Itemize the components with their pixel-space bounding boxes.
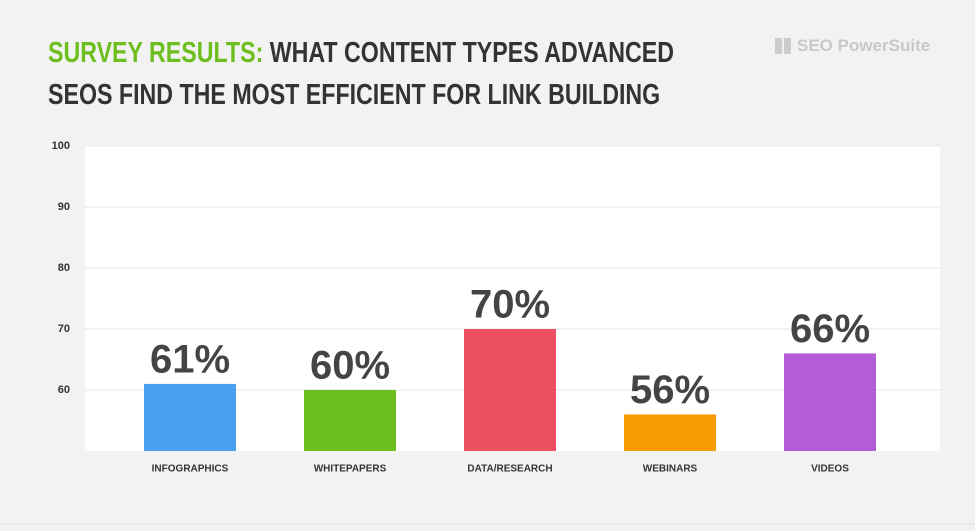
title-text: WHAT CONTENT TYPES ADVANCED SEOS FIND TH…: [48, 37, 675, 111]
x-tick-label: DATA/RESEARCH: [467, 464, 552, 475]
value-label: 56%: [630, 368, 710, 412]
value-label: 66%: [790, 307, 870, 351]
logo: SEO PowerSuite: [775, 36, 930, 56]
y-tick-label: 70: [58, 323, 70, 335]
chart-title: SURVEY RESULTS: WHAT CONTENT TYPES ADVAN…: [48, 32, 712, 116]
logo-text: SEO PowerSuite: [797, 36, 931, 55]
bar: [304, 390, 396, 451]
bar: [784, 353, 876, 451]
value-label: 70%: [470, 283, 550, 327]
value-label: 60%: [310, 344, 390, 388]
bar: [624, 414, 716, 451]
y-tick-label: 60: [58, 384, 70, 396]
logo-icon: [775, 38, 791, 54]
x-tick-label: WEBINARS: [643, 464, 698, 475]
x-tick-label: WHITEPAPERS: [314, 464, 387, 475]
x-tick-label: VIDEOS: [811, 464, 849, 475]
title-highlight: SURVEY RESULTS:: [48, 37, 264, 69]
value-label: 61%: [150, 337, 230, 381]
bar: [464, 329, 556, 451]
x-tick-label: INFOGRAPHICS: [152, 464, 229, 475]
y-tick-label: 100: [52, 140, 70, 152]
y-tick-label: 80: [58, 262, 70, 274]
y-tick-label: 90: [58, 201, 70, 213]
bar: [144, 383, 236, 451]
